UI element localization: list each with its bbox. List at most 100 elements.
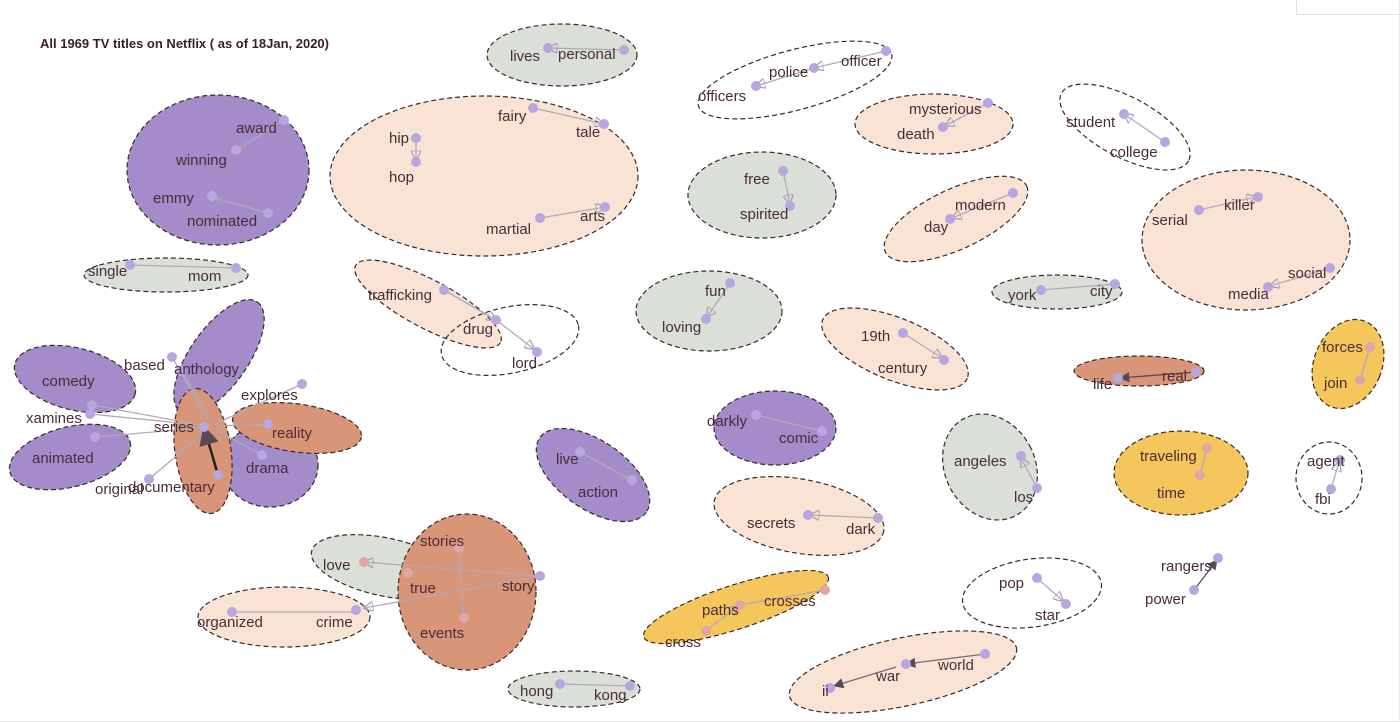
- label-kong: kong: [594, 687, 627, 704]
- node-fairy: [528, 103, 538, 113]
- node-power: [1189, 585, 1199, 595]
- edge-serial-killer: [1198, 197, 1256, 211]
- label-series: series: [154, 419, 194, 436]
- edge-war-ii: [833, 666, 897, 689]
- label-social: social: [1288, 265, 1326, 282]
- node-series: [199, 422, 209, 432]
- label-comedy: comedy: [42, 373, 95, 390]
- label-love: love: [323, 557, 351, 574]
- label-real: real: [1162, 368, 1187, 385]
- node-drug: [491, 315, 501, 325]
- node-live: [575, 447, 585, 457]
- node-mom: [231, 263, 241, 273]
- node-century: [939, 355, 949, 365]
- edge-mysterious-death: [945, 102, 989, 126]
- edge-explores-series: [214, 383, 303, 425]
- cluster-documentary: [173, 387, 233, 515]
- node-city: [1110, 279, 1120, 289]
- edge-officer-police: [814, 50, 887, 68]
- label-traveling: traveling: [1140, 448, 1197, 465]
- page-title: All 1969 TV titles on Netflix ( as of 18…: [40, 36, 329, 51]
- cluster-hong-kong: [507, 670, 641, 708]
- node-student: [1119, 109, 1129, 119]
- edge-hong-kong: [559, 683, 631, 687]
- label-free: free: [744, 171, 770, 188]
- label-day: day: [924, 219, 949, 236]
- cluster-lives-personal: [486, 23, 638, 87]
- edge-story-love: [364, 562, 541, 577]
- label-officers: officers: [698, 88, 746, 105]
- node-emmy: [207, 191, 217, 201]
- node-secrets: [803, 510, 813, 520]
- cluster-secrets-dark: [713, 476, 885, 556]
- label-tale: tale: [576, 124, 600, 141]
- label-documentary: documentary: [128, 479, 215, 496]
- node-officer: [881, 46, 891, 56]
- label-crosses: crosses: [764, 593, 816, 610]
- cluster-comedy: [13, 344, 137, 414]
- node-loving: [701, 314, 711, 324]
- edge-forces-join: [1359, 346, 1371, 381]
- node-anthology: [176, 366, 186, 376]
- node-real: [1191, 367, 1201, 377]
- edge-animated-series: [94, 427, 201, 438]
- edge-power-rangers: [1193, 559, 1218, 591]
- node-spirited: [785, 201, 795, 211]
- node-ii: [825, 683, 835, 693]
- cluster-stories-events: [397, 513, 537, 671]
- label-college: college: [1110, 144, 1158, 161]
- node-darkly: [751, 410, 761, 420]
- edge-story-crime: [364, 575, 541, 608]
- node-modern: [1008, 188, 1018, 198]
- label-award: award: [236, 120, 277, 137]
- node-agent: [1335, 455, 1345, 465]
- label-war: war: [875, 668, 900, 685]
- node-dark: [873, 513, 883, 523]
- label-dark: dark: [846, 521, 876, 538]
- cluster-real-life: [1073, 355, 1205, 387]
- node-arts: [600, 202, 610, 212]
- edge-award-winning: [240, 119, 285, 148]
- label-spirited: spirited: [740, 206, 788, 223]
- label-events: events: [420, 625, 464, 642]
- cluster-reality: [231, 401, 363, 455]
- node-drama: [257, 450, 267, 460]
- edge-darkly-comic: [755, 414, 823, 432]
- edge-fairy-tale: [532, 107, 604, 124]
- cluster-19th-century: [821, 307, 969, 391]
- node-personal: [619, 45, 629, 55]
- edge-single-mom: [129, 264, 237, 269]
- cluster-york-city: [991, 274, 1123, 310]
- cluster-single-mom: [83, 257, 249, 293]
- edge-free-spirited: [782, 170, 790, 204]
- label-killer: killer: [1224, 197, 1255, 214]
- label-secrets: secrets: [747, 515, 795, 532]
- node-reality: [263, 419, 273, 429]
- cluster-mysterious-death: [854, 93, 1014, 155]
- edge-dark-secrets: [810, 515, 879, 518]
- label-rangers: rangers: [1161, 558, 1212, 575]
- node-documentary: [213, 470, 223, 480]
- node-pop: [1032, 573, 1042, 583]
- label-xamines: xamines: [26, 410, 82, 427]
- node-forces: [1365, 342, 1375, 352]
- label-world: world: [937, 657, 974, 674]
- label-19th: 19th: [861, 328, 890, 345]
- node-single: [125, 260, 135, 270]
- node-lives: [543, 43, 553, 53]
- edge-cross-paths: [705, 606, 738, 632]
- label-action: action: [578, 484, 618, 501]
- edge-drama-series: [215, 429, 263, 456]
- label-loving: loving: [662, 319, 701, 336]
- label-live: live: [556, 451, 579, 468]
- node-action: [627, 475, 637, 485]
- label-emmy: emmy: [153, 190, 194, 207]
- node-life: [1113, 373, 1123, 383]
- label-hong: hong: [520, 683, 553, 700]
- edge-original-series: [148, 431, 206, 480]
- node-true: [403, 568, 413, 578]
- node-based: [167, 352, 177, 362]
- label-lord: lord: [512, 355, 537, 372]
- node-comedy: [87, 400, 97, 410]
- node-explores: [297, 379, 307, 389]
